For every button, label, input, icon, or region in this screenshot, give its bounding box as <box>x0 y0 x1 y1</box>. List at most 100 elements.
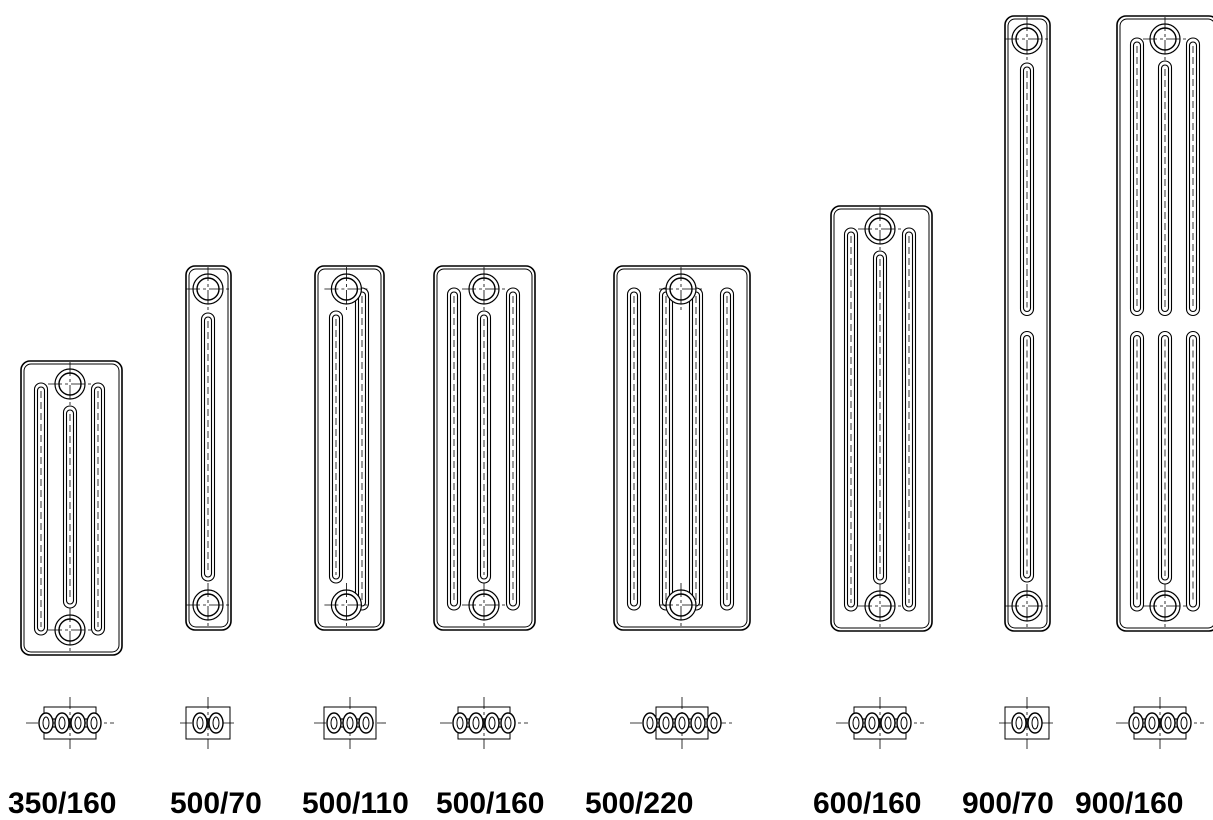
section-column-inner-900-160-3 <box>1180 716 1188 730</box>
flute-outer-500-110-0 <box>328 310 344 584</box>
flute-inner-350-160-1 <box>65 409 75 605</box>
section-column-350-160-3 <box>86 712 102 734</box>
radiator-frame-inner-350-160 <box>23 363 120 653</box>
radiator-frame-900-70 <box>1004 15 1051 632</box>
radiator-frame-inner-500-160 <box>436 268 533 628</box>
section-column-inner-500-220-3 <box>694 716 702 730</box>
flute-outer-350-160-2 <box>90 382 106 636</box>
flute-outer-900-160-0a <box>1129 37 1145 317</box>
radiator-elevation-350-160 <box>20 360 123 656</box>
radiator-elevation-900-70 <box>1004 15 1051 632</box>
flute-inner-500-220-1 <box>661 291 671 607</box>
section-column-inner-900-70-0 <box>1015 716 1023 730</box>
flute-inner-900-160-2b <box>1188 334 1198 608</box>
section-column-inner-900-160-1 <box>1148 716 1156 730</box>
section-column-inner-900-160-0 <box>1132 716 1140 730</box>
label-600-160: 600/160 <box>813 787 922 820</box>
section-column-inner-600-160-3 <box>900 716 908 730</box>
flute-outer-900-70-0b <box>1019 330 1035 583</box>
radiator-elevation-900-160 <box>1116 15 1213 632</box>
section-column-500-220-0 <box>642 712 658 734</box>
radiator-frame-900-160 <box>1116 15 1213 632</box>
radiator-elevation-500-160 <box>433 265 536 631</box>
section-column-inner-350-160-1 <box>58 716 66 730</box>
label-900-160: 900/160 <box>1075 787 1184 820</box>
radiator-frame-500-160 <box>433 265 536 631</box>
flute-inner-350-160-0 <box>36 386 46 632</box>
section-column-500-220-1 <box>658 712 674 734</box>
section-column-900-160-1 <box>1144 712 1160 734</box>
section-column-inner-350-160-2 <box>74 716 82 730</box>
radiator-frame-inner-900-70 <box>1007 18 1048 629</box>
section-column-inner-500-160-2 <box>488 716 496 730</box>
radiator-frame-600-160 <box>830 205 933 632</box>
radiator-frame-500-70 <box>185 265 232 631</box>
flute-inner-500-160-0 <box>449 291 459 607</box>
flute-outer-900-160-2a <box>1185 37 1201 317</box>
section-column-inner-500-160-0 <box>456 716 464 730</box>
flute-outer-500-220-0 <box>626 287 642 611</box>
radiator-elevation-600-160 <box>830 205 933 632</box>
section-view-600-160 <box>836 697 924 749</box>
section-column-inner-500-220-0 <box>646 716 654 730</box>
section-column-500-160-2 <box>484 712 500 734</box>
section-column-inner-500-70-0 <box>196 716 204 730</box>
flute-outer-900-160-1a <box>1157 60 1173 317</box>
section-column-900-160-0 <box>1128 712 1144 734</box>
flute-outer-500-220-3 <box>719 287 735 611</box>
flute-inner-500-220-3 <box>722 291 732 607</box>
section-column-inner-500-160-1 <box>472 716 480 730</box>
radiator-frame-500-110 <box>314 265 385 631</box>
section-column-350-160-0 <box>38 712 54 734</box>
flute-inner-500-110-0 <box>331 314 341 580</box>
section-column-inner-900-160-2 <box>1164 716 1172 730</box>
flute-outer-600-160-0 <box>843 227 859 612</box>
section-column-500-110-2 <box>358 712 374 734</box>
section-column-inner-500-70-1 <box>212 716 220 730</box>
label-500-220: 500/220 <box>585 787 694 820</box>
section-column-inner-500-220-4 <box>710 716 718 730</box>
section-column-900-160-3 <box>1176 712 1192 734</box>
section-view-500-70 <box>180 697 236 749</box>
section-column-inner-500-220-2 <box>678 716 686 730</box>
section-column-inner-600-160-1 <box>868 716 876 730</box>
section-column-600-160-2 <box>880 712 896 734</box>
section-column-500-160-3 <box>500 712 516 734</box>
flute-outer-500-160-2 <box>505 287 521 611</box>
section-view-500-220 <box>630 697 734 749</box>
section-column-500-220-4 <box>706 712 722 734</box>
flute-outer-900-160-2b <box>1185 330 1201 612</box>
flute-inner-600-160-1 <box>875 254 885 581</box>
section-column-inner-500-110-2 <box>362 716 370 730</box>
flute-inner-900-70-0a <box>1022 66 1032 313</box>
flute-inner-900-160-0b <box>1132 334 1142 608</box>
section-column-600-160-1 <box>864 712 880 734</box>
section-column-350-160-1 <box>54 712 70 734</box>
radiator-elevation-500-110 <box>314 265 385 631</box>
section-view-500-110 <box>314 697 386 749</box>
section-column-inner-500-220-1 <box>662 716 670 730</box>
flute-inner-500-110-1 <box>357 291 367 607</box>
flute-inner-500-160-1 <box>479 314 489 580</box>
section-column-500-220-3 <box>690 712 706 734</box>
flute-outer-600-160-2 <box>901 227 917 612</box>
flute-inner-350-160-2 <box>93 386 103 632</box>
section-view-350-160 <box>26 697 114 749</box>
radiator-frame-500-220 <box>613 265 751 631</box>
flute-outer-900-160-1b <box>1157 330 1173 585</box>
section-column-inner-500-110-1 <box>346 716 354 730</box>
section-column-500-160-0 <box>452 712 468 734</box>
flute-outer-500-110-1 <box>354 287 370 611</box>
radiator-frame-inner-900-160 <box>1119 18 1213 629</box>
flute-inner-500-160-2 <box>508 291 518 607</box>
flute-inner-900-160-1a <box>1160 64 1170 313</box>
section-column-900-160-2 <box>1160 712 1176 734</box>
flute-inner-900-70-0b <box>1022 334 1032 579</box>
flute-inner-900-160-1b <box>1160 334 1170 581</box>
top-sections <box>26 697 1204 749</box>
flute-inner-600-160-0 <box>846 231 856 608</box>
section-column-600-160-0 <box>848 712 864 734</box>
section-column-900-70-0 <box>1011 712 1027 734</box>
front-elevations <box>20 15 1213 656</box>
section-column-350-160-2 <box>70 712 86 734</box>
